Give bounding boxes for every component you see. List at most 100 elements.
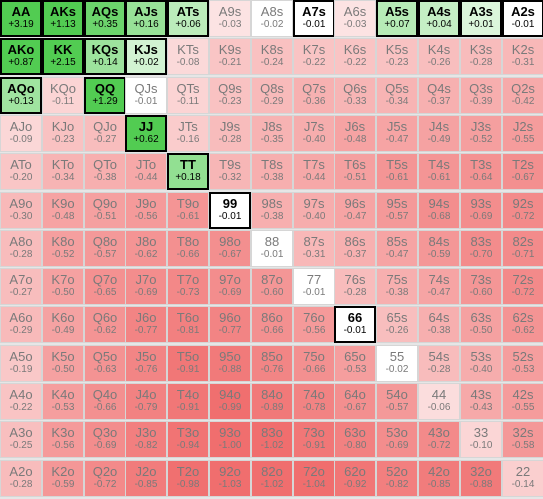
hand-cell-q6o[interactable]: Q6o -0.62 [84,306,126,343]
hand-cell-q9o[interactable]: Q9o -0.51 [84,192,126,229]
hand-cell-t3o[interactable]: T3o -0.94 [167,421,209,458]
hand-cell-ako[interactable]: AKo +0.87 [0,38,42,75]
hand-cell-93s[interactable]: 93s -0.69 [460,192,502,229]
hand-cell-98s[interactable]: 98s -0.38 [251,192,293,229]
hand-cell-96s[interactable]: 96s -0.47 [334,192,376,229]
hand-cell-q6s[interactable]: Q6s -0.33 [334,77,376,114]
hand-cell-73o[interactable]: 73o -0.91 [293,421,335,458]
hand-cell-q9s[interactable]: Q9s -0.23 [209,77,251,114]
hand-cell-74o[interactable]: 74o -0.78 [293,383,335,420]
hand-cell-42s[interactable]: 42s -0.55 [502,383,543,420]
hand-cell-33[interactable]: 33 -0.10 [460,421,502,458]
hand-cell-63o[interactable]: 63o -0.80 [334,421,376,458]
hand-cell-k6o[interactable]: K6o -0.49 [42,306,84,343]
hand-cell-q7o[interactable]: Q7o -0.65 [84,268,126,305]
hand-cell-a8s[interactable]: A8s -0.02 [251,0,293,37]
hand-cell-93o[interactable]: 93o -1.00 [209,421,251,458]
hand-cell-88[interactable]: 88 -0.01 [251,230,293,267]
hand-cell-j3o[interactable]: J3o -0.82 [125,421,167,458]
hand-cell-a7o[interactable]: A7o -0.27 [0,268,42,305]
hand-cell-j8s[interactable]: J8s -0.35 [251,115,293,152]
hand-cell-q5o[interactable]: Q5o -0.63 [84,345,126,382]
hand-cell-86o[interactable]: 86o -0.66 [251,306,293,343]
hand-cell-85s[interactable]: 85s -0.47 [376,230,418,267]
hand-cell-98o[interactable]: 98o -0.67 [209,230,251,267]
hand-cell-j5o[interactable]: J5o -0.76 [125,345,167,382]
hand-cell-k4o[interactable]: K4o -0.53 [42,383,84,420]
hand-cell-ato[interactable]: ATo -0.20 [0,153,42,190]
hand-cell-j8o[interactable]: J8o -0.62 [125,230,167,267]
hand-cell-kk[interactable]: KK +2.15 [42,38,84,75]
hand-cell-96o[interactable]: 96o -0.77 [209,306,251,343]
hand-cell-j6o[interactable]: J6o -0.77 [125,306,167,343]
hand-cell-jto[interactable]: JTo -0.44 [125,153,167,190]
hand-cell-a5o[interactable]: A5o -0.19 [0,345,42,382]
hand-cell-53s[interactable]: 53s -0.40 [460,345,502,382]
hand-cell-t6o[interactable]: T6o -0.81 [167,306,209,343]
hand-cell-t8s[interactable]: T8s -0.38 [251,153,293,190]
hand-cell-q3o[interactable]: Q3o -0.69 [84,421,126,458]
hand-cell-j9s[interactable]: J9s -0.28 [209,115,251,152]
hand-cell-t9s[interactable]: T9s -0.32 [209,153,251,190]
hand-cell-t7s[interactable]: T7s -0.44 [293,153,335,190]
hand-cell-86s[interactable]: 86s -0.37 [334,230,376,267]
hand-cell-j2o[interactable]: J2o -0.85 [125,460,167,497]
hand-cell-83o[interactable]: 83o -1.02 [251,421,293,458]
hand-cell-a4o[interactable]: A4o -0.22 [0,383,42,420]
hand-cell-t5s[interactable]: T5s -0.61 [376,153,418,190]
hand-cell-kjs[interactable]: KJs +0.02 [125,38,167,75]
hand-cell-aqo[interactable]: AQo +0.13 [0,77,42,114]
hand-cell-73s[interactable]: 73s -0.60 [460,268,502,305]
hand-cell-85o[interactable]: 85o -0.76 [251,345,293,382]
hand-cell-t4o[interactable]: T4o -0.91 [167,383,209,420]
hand-cell-a2s[interactable]: A2s -0.01 [502,0,543,37]
hand-cell-a7s[interactable]: A7s -0.01 [293,0,335,37]
hand-cell-k8s[interactable]: K8s -0.24 [251,38,293,75]
hand-cell-63s[interactable]: 63s -0.50 [460,306,502,343]
hand-cell-q2s[interactable]: Q2s -0.42 [502,77,543,114]
hand-cell-43s[interactable]: 43s -0.43 [460,383,502,420]
hand-cell-a3o[interactable]: A3o -0.25 [0,421,42,458]
hand-cell-94o[interactable]: 94o -0.99 [209,383,251,420]
hand-cell-ajs[interactable]: AJs +0.16 [125,0,167,37]
hand-cell-a2o[interactable]: A2o -0.28 [0,460,42,497]
hand-cell-k2o[interactable]: K2o -0.59 [42,460,84,497]
hand-cell-j7s[interactable]: J7s -0.40 [293,115,335,152]
hand-cell-k5o[interactable]: K5o -0.50 [42,345,84,382]
hand-cell-q4s[interactable]: Q4s -0.37 [418,77,460,114]
hand-cell-aqs[interactable]: AQs +0.35 [84,0,126,37]
hand-cell-52o[interactable]: 52o -0.82 [376,460,418,497]
hand-cell-a9s[interactable]: A9s -0.03 [209,0,251,37]
hand-cell-54o[interactable]: 54o -0.57 [376,383,418,420]
hand-cell-t2o[interactable]: T2o -0.98 [167,460,209,497]
hand-cell-a9o[interactable]: A9o -0.30 [0,192,42,229]
hand-cell-t9o[interactable]: T9o -0.61 [167,192,209,229]
hand-cell-44[interactable]: 44 -0.06 [418,383,460,420]
hand-cell-75s[interactable]: 75s -0.38 [376,268,418,305]
hand-cell-74s[interactable]: 74s -0.47 [418,268,460,305]
hand-cell-76s[interactable]: 76s -0.28 [334,268,376,305]
hand-cell-t2s[interactable]: T2s -0.67 [502,153,543,190]
hand-cell-jj[interactable]: JJ +0.62 [125,115,167,152]
hand-cell-32s[interactable]: 32s -0.58 [502,421,543,458]
hand-cell-97o[interactable]: 97o -0.69 [209,268,251,305]
hand-cell-qjo[interactable]: QJo -0.27 [84,115,126,152]
hand-cell-72s[interactable]: 72s -0.72 [502,268,543,305]
hand-cell-j6s[interactable]: J6s -0.48 [334,115,376,152]
hand-cell-t7o[interactable]: T7o -0.73 [167,268,209,305]
hand-cell-k3o[interactable]: K3o -0.56 [42,421,84,458]
hand-cell-qjs[interactable]: QJs -0.01 [125,77,167,114]
hand-cell-kto[interactable]: KTo -0.34 [42,153,84,190]
hand-cell-87o[interactable]: 87o -0.60 [251,268,293,305]
hand-cell-22[interactable]: 22 -0.14 [502,460,543,497]
hand-cell-ajo[interactable]: AJo -0.09 [0,115,42,152]
hand-cell-65s[interactable]: 65s -0.26 [376,306,418,343]
hand-cell-kjo[interactable]: KJo -0.23 [42,115,84,152]
hand-cell-a6s[interactable]: A6s -0.03 [334,0,376,37]
hand-cell-q7s[interactable]: Q7s -0.36 [293,77,335,114]
hand-cell-84o[interactable]: 84o -0.89 [251,383,293,420]
hand-cell-92o[interactable]: 92o -1.03 [209,460,251,497]
hand-cell-65o[interactable]: 65o -0.53 [334,345,376,382]
hand-cell-k3s[interactable]: K3s -0.28 [460,38,502,75]
hand-cell-k2s[interactable]: K2s -0.31 [502,38,543,75]
